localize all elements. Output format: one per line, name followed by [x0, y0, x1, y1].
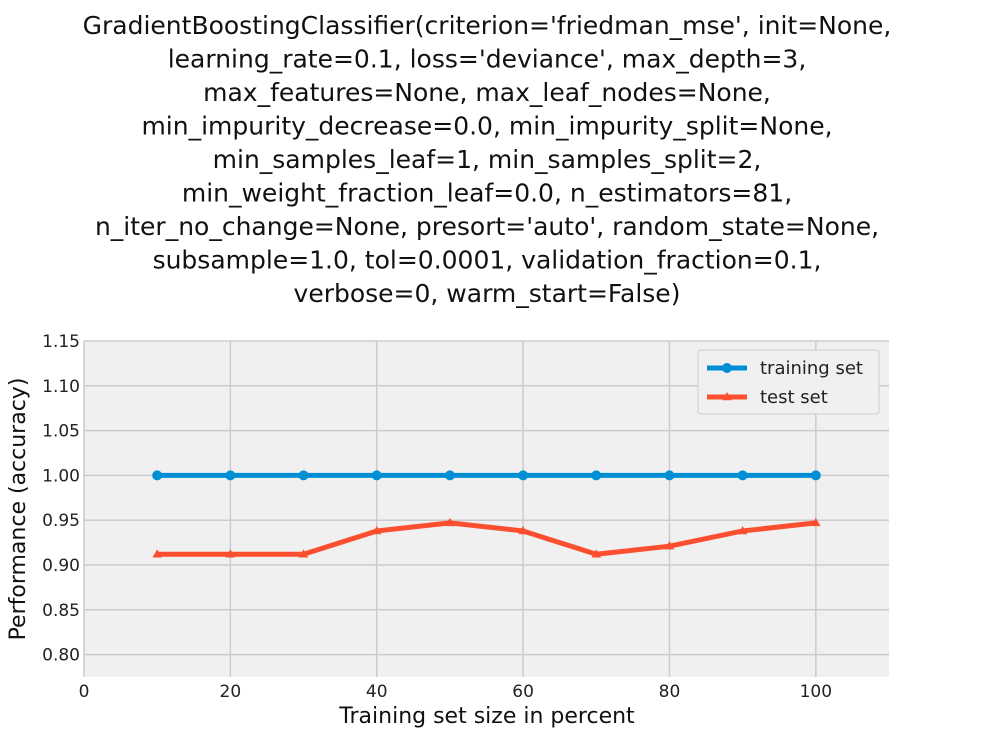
y-tick-label: 0.80	[42, 646, 80, 666]
data-point	[152, 549, 162, 558]
data-point	[664, 470, 675, 481]
y-tick-label: 0.85	[42, 601, 80, 621]
data-point	[737, 470, 748, 481]
title-line: verbose=0, warm_start=False)	[294, 279, 681, 308]
y-tick-label: 1.00	[42, 466, 80, 486]
data-point	[371, 525, 382, 535]
data-point	[737, 525, 748, 535]
series-line	[157, 520, 817, 557]
tick-labels: 0 20 40 60 80 100 0.80 0.85 0.90 0.95 1.00 1.05 1.10…	[42, 332, 832, 702]
y-tick-label: 1.10	[42, 377, 80, 397]
title-line: learning_rate=0.1, loss='deviance', max_…	[168, 45, 807, 74]
x-tick-label: 100	[800, 682, 832, 702]
x-tick-label: 0	[79, 682, 90, 702]
title-line: max_features=None, max_leaf_nodes=None,	[203, 78, 771, 107]
y-tick-label: 0.90	[42, 556, 80, 576]
data-point	[810, 470, 821, 481]
legend-marker	[722, 392, 732, 401]
legend-item: test set	[707, 387, 828, 408]
data-point	[371, 470, 382, 481]
legend: training set test set	[697, 349, 880, 415]
y-tick-label: 0.95	[42, 511, 80, 531]
title-line: min_samples_leaf=1, min_samples_split=2,	[213, 145, 762, 174]
data-point	[225, 549, 236, 558]
title-line: GradientBoostingClassifier(criterion='fr…	[83, 11, 892, 40]
legend-label: training set	[760, 358, 863, 379]
y-tick-label: 1.05	[42, 422, 80, 442]
series-training-set	[152, 470, 821, 481]
legend-marker	[722, 363, 732, 373]
y-axis-label: Performance (accuracy)	[6, 378, 31, 641]
legend-label: test set	[760, 387, 828, 408]
y-tick-label: 1.15	[42, 332, 80, 352]
data-point	[518, 470, 529, 481]
data-point	[152, 470, 163, 481]
data-point	[811, 517, 821, 527]
x-axis-label: Training set size in percent	[338, 704, 635, 729]
data-series	[152, 470, 821, 558]
data-point	[518, 525, 528, 535]
series-test-set	[152, 517, 821, 558]
x-tick-label: 40	[366, 682, 388, 702]
data-point	[298, 549, 309, 558]
data-point	[664, 541, 675, 550]
data-point	[298, 470, 309, 481]
data-point	[444, 470, 455, 481]
chart-title: GradientBoostingClassifier(criterion='fr…	[83, 11, 892, 308]
data-point	[225, 470, 236, 481]
x-tick-label: 80	[659, 682, 681, 702]
title-line: n_iter_no_change=None, presort='auto', r…	[95, 212, 879, 241]
title-line: min_weight_fraction_leaf=0.0, n_estimato…	[182, 179, 792, 208]
data-point	[591, 549, 602, 558]
legend-item: training set	[707, 358, 863, 379]
data-point	[445, 517, 455, 527]
title-line: min_impurity_decrease=0.0, min_impurity_…	[141, 112, 832, 141]
x-tick-label: 20	[220, 682, 242, 702]
data-point	[591, 470, 602, 481]
x-tick-label: 60	[512, 682, 534, 702]
title-line: subsample=1.0, tol=0.0001, validation_fr…	[153, 246, 822, 275]
